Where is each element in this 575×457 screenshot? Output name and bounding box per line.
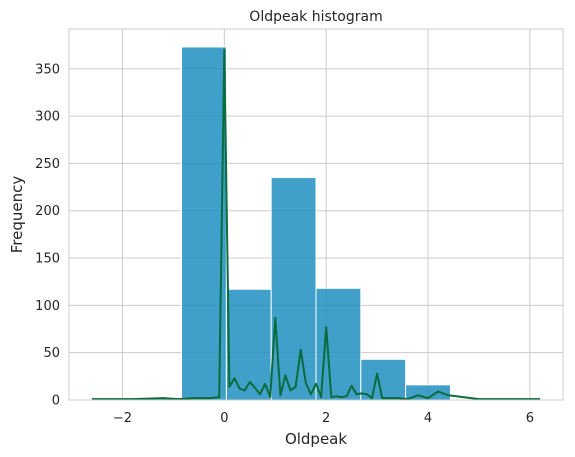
y-tick-label: 0 — [52, 394, 60, 409]
frequency-line-series — [91, 48, 541, 401]
y-tick-label: 300 — [35, 110, 60, 125]
y-tick-label: 50 — [43, 346, 60, 361]
y-tick-label: 200 — [35, 204, 60, 219]
histogram-bars — [91, 46, 541, 401]
y-axis-label: Frequency — [8, 176, 26, 254]
histogram-bar — [181, 46, 227, 401]
y-tick-label: 150 — [35, 252, 60, 267]
y-tick-label: 100 — [35, 299, 60, 314]
x-tick-label: 4 — [424, 411, 432, 426]
x-axis-label: Oldpeak — [285, 430, 347, 448]
frequency-line — [91, 48, 541, 401]
y-tick-label: 350 — [35, 62, 60, 77]
plot-frame — [68, 28, 564, 401]
chart-title: Oldpeak histogram — [249, 9, 382, 25]
x-tick-label: 6 — [526, 411, 534, 426]
tick-labels: −2 0 2 4 6 0 50 100 150 200 250 300 350 — [35, 62, 534, 426]
x-tick-label: −2 — [113, 411, 132, 426]
histogram-bar — [225, 288, 272, 401]
y-tick-label: 250 — [35, 157, 60, 172]
x-tick-label: 2 — [322, 411, 330, 426]
x-tick-label: 0 — [220, 411, 228, 426]
